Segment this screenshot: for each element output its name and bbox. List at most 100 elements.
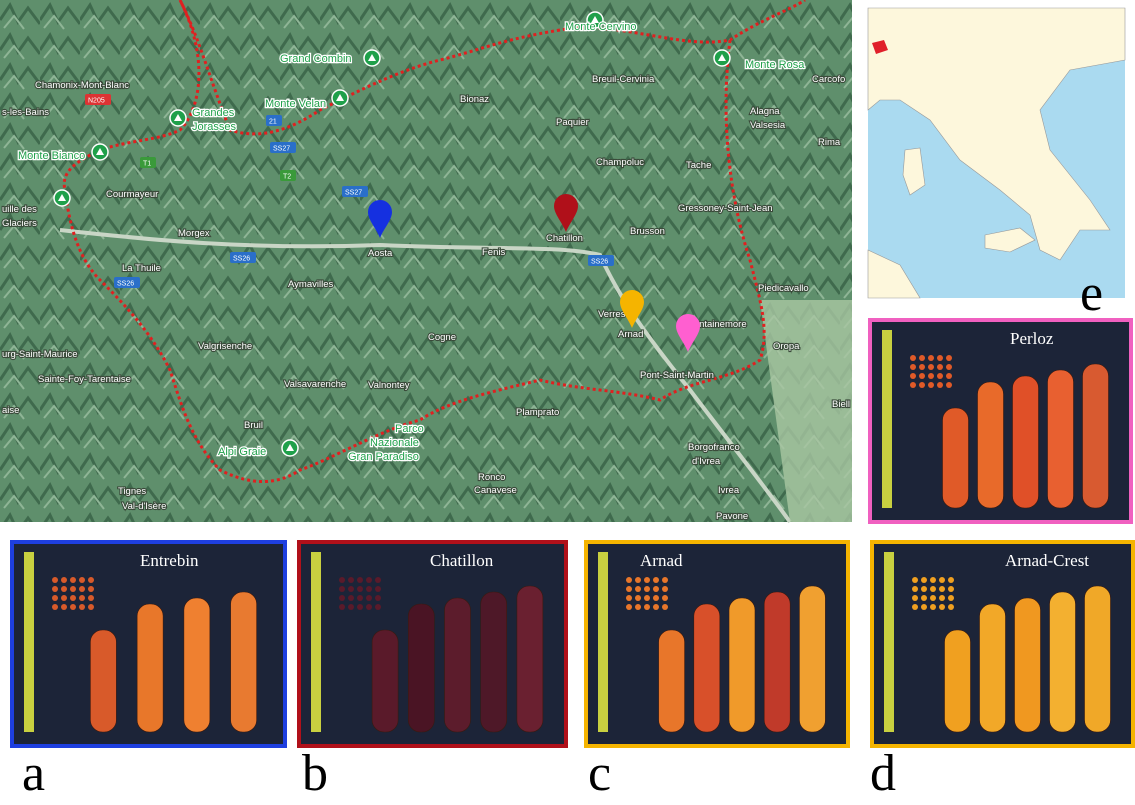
corn-cob bbox=[944, 629, 971, 733]
kernel bbox=[946, 373, 952, 379]
place-label: Ivrea bbox=[718, 485, 740, 496]
kernel bbox=[928, 382, 934, 388]
corn-cob bbox=[371, 629, 399, 733]
peak-glyph bbox=[58, 194, 66, 201]
road-badge bbox=[114, 277, 140, 288]
kernel bbox=[61, 595, 67, 601]
kernel bbox=[366, 595, 372, 601]
place-label: Glaciers bbox=[2, 218, 37, 229]
kernel bbox=[366, 577, 372, 583]
kernel bbox=[339, 595, 345, 601]
kernel bbox=[348, 577, 354, 583]
kernel bbox=[948, 586, 954, 592]
place-label: La Thuile bbox=[122, 263, 161, 274]
road-label: SS27 bbox=[345, 190, 362, 197]
kernel bbox=[357, 586, 363, 592]
kernel bbox=[88, 604, 94, 610]
place-label: Bionaz bbox=[460, 94, 489, 105]
corn-cob bbox=[658, 629, 685, 733]
kernel bbox=[644, 595, 650, 601]
kernel bbox=[70, 595, 76, 601]
kernel bbox=[921, 604, 927, 610]
kernel bbox=[635, 586, 641, 592]
corn-cob bbox=[1047, 369, 1074, 509]
aosta-valley bbox=[872, 40, 888, 54]
corn-cob bbox=[230, 591, 257, 733]
peak-glyph bbox=[368, 54, 376, 61]
panel-title: Perloz bbox=[1010, 329, 1054, 348]
plain bbox=[760, 300, 852, 522]
place-label: uille des bbox=[2, 204, 37, 215]
place-label: Gressoney-Saint-Jean bbox=[678, 203, 773, 214]
road-label: T2 bbox=[283, 174, 291, 181]
kernel bbox=[52, 604, 58, 610]
peak-label: Grandes bbox=[192, 107, 235, 119]
peak-label: Grand Combin bbox=[280, 53, 352, 65]
kernel bbox=[357, 577, 363, 583]
peak-label: Gran Paradiso bbox=[348, 451, 419, 463]
place-label: Ronco bbox=[478, 472, 505, 483]
corn-cob bbox=[979, 603, 1006, 733]
place-label: Verres bbox=[598, 309, 626, 320]
road-badge bbox=[230, 252, 256, 263]
kernel bbox=[653, 604, 659, 610]
kernel bbox=[919, 382, 925, 388]
panel-title: Arnad-Crest bbox=[1005, 551, 1089, 570]
place-label: Fontainemore bbox=[688, 319, 747, 330]
kernel bbox=[626, 604, 632, 610]
kernel bbox=[930, 577, 936, 583]
peak-glyph bbox=[591, 16, 599, 23]
kernel bbox=[937, 364, 943, 370]
kernel bbox=[61, 604, 67, 610]
kernel bbox=[939, 595, 945, 601]
kernel bbox=[366, 604, 372, 610]
road-badge bbox=[85, 94, 111, 105]
kernel bbox=[79, 604, 85, 610]
site-pin bbox=[554, 194, 578, 232]
peak-label: Jorasses bbox=[192, 121, 237, 133]
kernel bbox=[653, 586, 659, 592]
place-label: Bruil bbox=[244, 420, 263, 431]
sardinia bbox=[902, 147, 926, 196]
ruler bbox=[882, 330, 892, 508]
kernel bbox=[375, 586, 381, 592]
kernel bbox=[921, 586, 927, 592]
kernel bbox=[61, 577, 67, 583]
place-label: Fenis bbox=[482, 247, 505, 258]
panel-letter: a bbox=[22, 745, 45, 802]
kernel bbox=[79, 586, 85, 592]
place-label: Sainte-Foy-Tarentaise bbox=[38, 374, 131, 385]
place-label: Borgofranco bbox=[688, 442, 740, 453]
kernel bbox=[339, 577, 345, 583]
kernel bbox=[52, 586, 58, 592]
corn-cob bbox=[942, 407, 969, 509]
place-label: Biell bbox=[832, 399, 850, 410]
corn-cob bbox=[90, 629, 117, 733]
kernel bbox=[626, 595, 632, 601]
corn-cob bbox=[407, 603, 435, 733]
road-label: SS26 bbox=[117, 281, 134, 288]
kernel bbox=[375, 577, 381, 583]
kernel bbox=[948, 604, 954, 610]
panel-title: Chatillon bbox=[430, 551, 494, 570]
kernel bbox=[653, 577, 659, 583]
kernel bbox=[948, 595, 954, 601]
place-label: s-les-Bains bbox=[2, 107, 49, 118]
panel-title: Entrebin bbox=[140, 551, 199, 570]
place-label: Valsavarenche bbox=[284, 379, 346, 390]
road-label: SS27 bbox=[273, 146, 290, 153]
kernel bbox=[339, 586, 345, 592]
kernel bbox=[939, 577, 945, 583]
place-label: Valnontey bbox=[368, 380, 410, 391]
ruler bbox=[598, 552, 608, 732]
place-label: Courmayeur bbox=[106, 189, 158, 200]
kernel bbox=[662, 577, 668, 583]
kernel bbox=[919, 364, 925, 370]
place-label: Aymavilles bbox=[288, 279, 333, 290]
kernel bbox=[635, 577, 641, 583]
corn-cob bbox=[1084, 585, 1111, 733]
kernel bbox=[88, 595, 94, 601]
kernel bbox=[946, 364, 952, 370]
corn-cob bbox=[480, 591, 508, 733]
place-label: d'Ivrea bbox=[692, 456, 721, 467]
